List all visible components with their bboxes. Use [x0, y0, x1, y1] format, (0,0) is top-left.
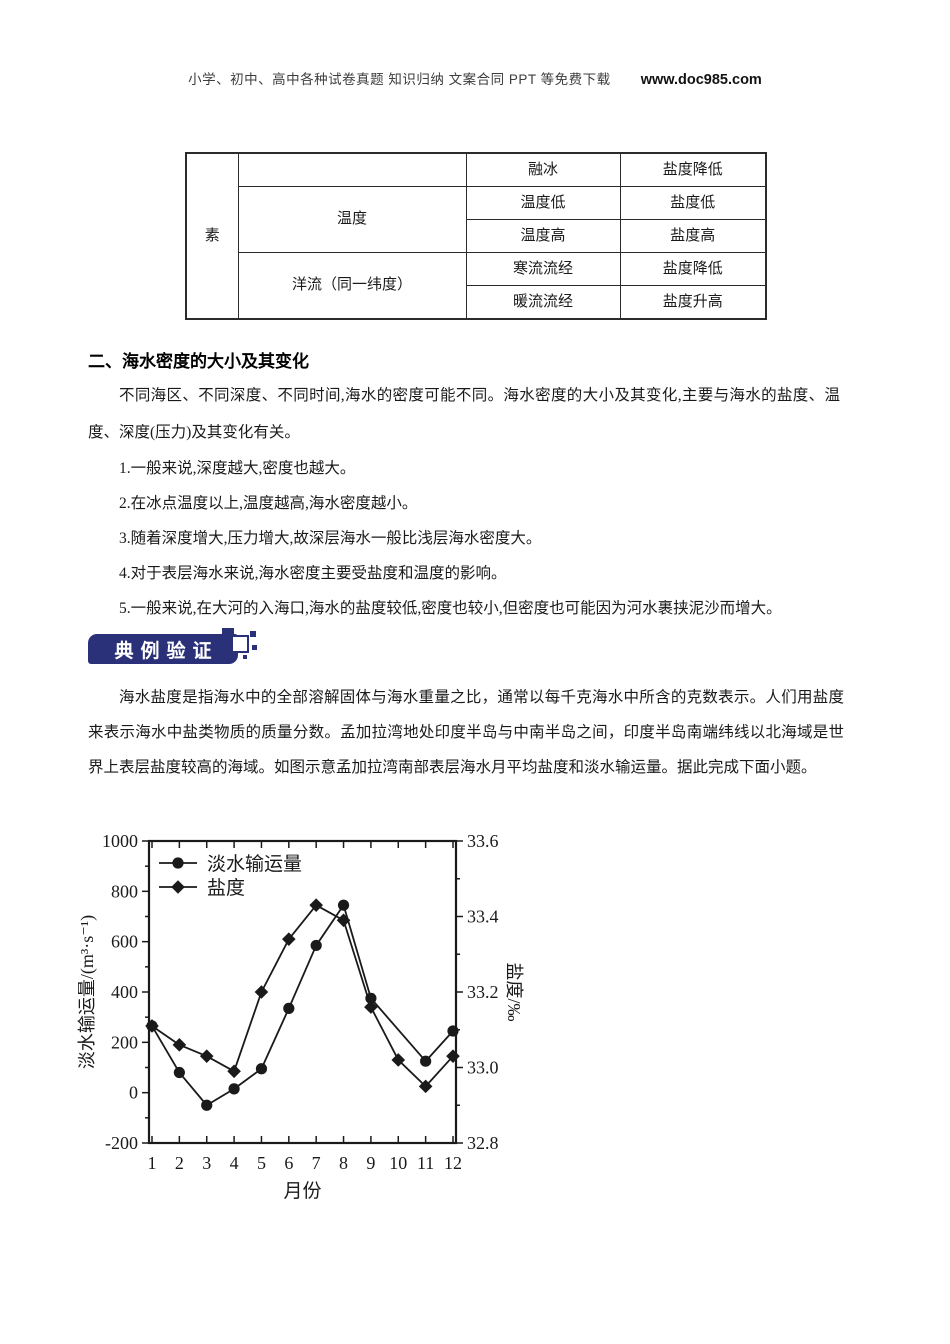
table-row: 温度 温度低 盐度低 — [186, 186, 767, 253]
section-heading: 二、海水密度的大小及其变化 — [88, 352, 309, 371]
x-axis-title: 月份 — [283, 1180, 321, 1202]
svg-text:0: 0 — [129, 1083, 138, 1103]
svg-text:5: 5 — [257, 1153, 266, 1173]
point-item: 4.对于表层海水来说,海水密度主要受盐度和温度的影响。 — [119, 565, 507, 582]
salinity-factor-table: 素 融冰 盐度降低 温度 温度低 盐度低 温度高 盐度高 洋流（同一纬度） 寒流… — [185, 152, 767, 320]
condition-cell: 温度低 — [465, 186, 621, 220]
axis-ticks — [142, 840, 463, 1144]
condition-cell: 温度高 — [465, 219, 621, 253]
point-item: 5.一般来说,在大河的入海口,海水的盐度较低,密度也较小,但密度也可能因为河水裹… — [119, 600, 782, 617]
svg-text:9: 9 — [366, 1153, 375, 1173]
condition-cell: 融冰 — [465, 152, 621, 187]
svg-text:33.6: 33.6 — [467, 831, 499, 851]
series-salinity — [145, 898, 460, 1094]
svg-text:-200: -200 — [105, 1133, 138, 1153]
chart-svg: 1000 800 600 400 200 0 -200 33.6 33.4 33.2 33.0 32.… — [77, 831, 524, 1202]
legend-label: 淡水输运量 — [207, 853, 302, 875]
svg-text:12: 12 — [444, 1153, 462, 1173]
header-promo-text: 小学、初中、高中各种试卷真题 知识归纳 文案合同 PPT 等免费下载 — [188, 72, 611, 87]
svg-text:32.8: 32.8 — [467, 1133, 499, 1153]
svg-text:11: 11 — [417, 1153, 434, 1173]
result-cell: 盐度升高 — [619, 285, 767, 320]
svg-text:7: 7 — [312, 1153, 321, 1173]
svg-text:400: 400 — [111, 982, 138, 1002]
page-header: 小学、初中、高中各种试卷真题 知识归纳 文案合同 PPT 等免费下载 www.d… — [0, 68, 950, 88]
banner-decor-square-icon — [250, 631, 256, 637]
table-row: 洋流（同一纬度） 寒流流经 盐度降低 — [186, 252, 767, 320]
svg-text:6: 6 — [284, 1153, 293, 1173]
table-row: 暖流流经 盐度升高 — [186, 285, 767, 320]
svg-text:200: 200 — [111, 1032, 138, 1052]
svg-text:800: 800 — [111, 881, 138, 901]
point-item: 1.一般来说,深度越大,密度也越大。 — [119, 460, 356, 477]
table-row: 温度高 盐度高 — [186, 219, 767, 253]
series-freshwater-transport — [146, 899, 459, 1111]
table-row: 素 融冰 盐度降低 — [185, 152, 767, 320]
header-site-url: www.doc985.com — [640, 72, 762, 88]
question-stem-paragraph: 海水盐度是指海水中的全部溶解固体与海水重量之比，通常以每千克海水中所含的克数表示… — [88, 689, 844, 776]
condition-cell: 寒流流经 — [465, 252, 621, 286]
result-cell: 盐度降低 — [619, 152, 767, 187]
left-axis-title: 淡水输运量/(m³·s⁻¹) — [77, 915, 98, 1069]
group-cell-empty — [237, 152, 467, 187]
svg-text:1000: 1000 — [102, 831, 138, 851]
section-intro-paragraph: 不同海区、不同深度、不同时间,海水的密度可能不同。海水密度的大小及其变化,主要与… — [88, 387, 840, 441]
svg-text:33.0: 33.0 — [467, 1058, 499, 1078]
axis-tick-labels: 1000 800 600 400 200 0 -200 33.6 33.4 33.2 33.0 32.… — [102, 831, 499, 1173]
example-verification-banner: 典例验证 — [88, 634, 238, 664]
salinity-transport-chart: 1000 800 600 400 200 0 -200 33.6 33.4 33.2 33.0 32.… — [55, 828, 535, 1228]
svg-text:8: 8 — [339, 1153, 348, 1173]
group-cell-temperature: 温度 — [237, 186, 467, 253]
condition-cell: 暖流流经 — [465, 285, 621, 320]
factor-cell: 素 — [185, 152, 239, 320]
svg-text:1: 1 — [148, 1153, 157, 1173]
legend-label: 盐度 — [207, 877, 245, 899]
banner-decor-square-icon — [243, 655, 247, 659]
result-cell: 盐度低 — [619, 186, 767, 220]
svg-text:2: 2 — [175, 1153, 184, 1173]
svg-text:3: 3 — [202, 1153, 211, 1173]
svg-text:4: 4 — [230, 1153, 239, 1173]
result-cell: 盐度高 — [619, 219, 767, 253]
right-axis-title: 盐度/‰ — [504, 962, 524, 1021]
svg-text:33.4: 33.4 — [467, 907, 499, 927]
point-item: 2.在冰点温度以上,温度越高,海水密度越小。 — [119, 495, 418, 512]
point-item: 3.随着深度增大,压力增大,故深层海水一般比浅层海水密度大。 — [119, 530, 542, 547]
svg-text:600: 600 — [111, 932, 138, 952]
svg-text:33.2: 33.2 — [467, 982, 499, 1002]
group-cell-current: 洋流（同一纬度） — [237, 252, 467, 320]
banner-decor-square-icon — [231, 635, 249, 653]
banner-label: 典例验证 — [114, 640, 219, 662]
numbered-points: 1.一般来说,深度越大,密度也越大。 2.在冰点温度以上,温度越高,海水密度越小… — [88, 451, 888, 626]
banner-decor-square-icon — [252, 645, 257, 650]
result-cell: 盐度降低 — [619, 252, 767, 286]
svg-text:10: 10 — [389, 1153, 407, 1173]
